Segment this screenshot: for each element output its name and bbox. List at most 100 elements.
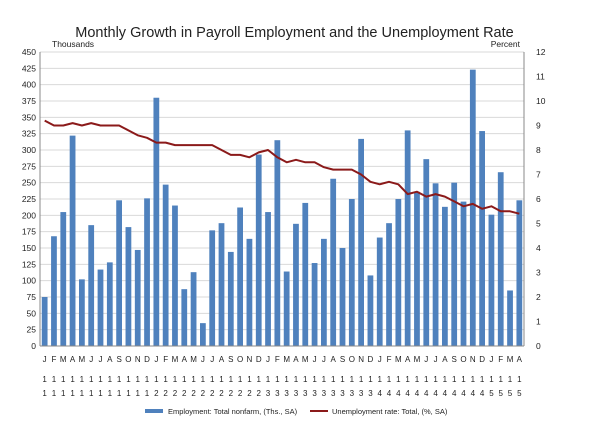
right-tick-label-6: 6: [536, 194, 541, 204]
month-label-15: A: [182, 355, 188, 364]
employment-bar-29: [311, 263, 318, 346]
x-axis-labels: J11F11M11A11M11J11J11A11S11O11N11D11J12F…: [42, 355, 522, 398]
year-digit-1-10: 1: [136, 375, 141, 384]
employment-bar-31: [330, 178, 337, 346]
right-tick-label-5: 5: [536, 219, 541, 229]
employment-bar-41: [423, 159, 430, 346]
employment-bar-0: [41, 297, 48, 346]
year-digit-1-50: 1: [508, 375, 513, 384]
year-digit-1-15: 1: [182, 375, 187, 384]
employment-bar-17: [199, 323, 206, 346]
year-digit-1-13: 1: [163, 375, 168, 384]
month-label-44: S: [452, 355, 457, 364]
right-tick-label-7: 7: [536, 170, 541, 180]
month-label-9: O: [125, 355, 131, 364]
month-label-40: M: [414, 355, 421, 364]
month-label-38: M: [395, 355, 402, 364]
year-digit-1-25: 1: [275, 375, 280, 384]
right-tick-label-9: 9: [536, 121, 541, 131]
month-label-3: A: [70, 355, 76, 364]
year-digit-2-29: 3: [312, 389, 317, 398]
year-digit-1-0: 1: [42, 375, 47, 384]
month-label-21: O: [237, 355, 243, 364]
year-digit-1-30: 1: [322, 375, 327, 384]
year-digit-2-17: 2: [201, 389, 206, 398]
month-label-0: J: [43, 355, 47, 364]
year-digit-2-8: 1: [117, 389, 122, 398]
month-label-39: A: [405, 355, 411, 364]
month-label-14: M: [172, 355, 179, 364]
month-label-31: A: [331, 355, 337, 364]
year-digit-1-31: 1: [331, 375, 336, 384]
month-label-7: A: [107, 355, 113, 364]
year-digit-1-44: 1: [452, 375, 457, 384]
year-digit-1-4: 1: [80, 375, 85, 384]
left-tick-label-18: 450: [22, 47, 36, 57]
employment-bar-21: [237, 207, 244, 346]
year-digit-2-12: 2: [154, 389, 159, 398]
year-digit-1-1: 1: [52, 375, 57, 384]
month-label-43: A: [442, 355, 448, 364]
year-digit-1-26: 1: [284, 375, 289, 384]
year-digit-2-42: 4: [433, 389, 438, 398]
right-axis-unit: Percent: [491, 39, 521, 49]
employment-bar-23: [255, 154, 262, 346]
year-digit-1-24: 1: [266, 375, 271, 384]
year-digit-2-33: 3: [350, 389, 355, 398]
employment-bar-28: [302, 202, 309, 346]
employment-bar-20: [227, 251, 234, 346]
year-digit-1-40: 1: [415, 375, 420, 384]
year-digit-2-20: 2: [229, 389, 234, 398]
employment-bar-1: [51, 236, 57, 346]
employment-bar-45: [460, 201, 467, 346]
year-digit-2-26: 3: [284, 389, 289, 398]
employment-bar-37: [386, 223, 392, 346]
employment-bar-7: [106, 262, 113, 346]
month-label-45: O: [460, 355, 466, 364]
year-digit-1-43: 1: [443, 375, 448, 384]
year-digit-1-7: 1: [108, 375, 113, 384]
employment-bar-50: [507, 290, 513, 346]
year-digit-1-37: 1: [387, 375, 392, 384]
month-label-12: J: [154, 355, 158, 364]
left-tick-label-9: 225: [22, 194, 36, 204]
month-label-22: N: [247, 355, 253, 364]
left-tick-label-16: 400: [22, 80, 36, 90]
employment-bar-39: [404, 130, 411, 346]
employment-bar-9: [125, 227, 132, 346]
year-digit-1-48: 1: [489, 375, 494, 384]
year-digit-2-34: 3: [359, 389, 364, 398]
unemployment-rate-line: [44, 119, 520, 215]
year-digit-1-45: 1: [461, 375, 466, 384]
month-label-13: F: [163, 355, 168, 364]
left-tick-label-8: 200: [22, 210, 36, 220]
right-tick-label-12: 12: [536, 47, 546, 57]
year-digit-1-33: 1: [350, 375, 355, 384]
employment-bar-22: [246, 238, 253, 346]
left-tick-label-15: 375: [22, 96, 36, 106]
year-digit-1-28: 1: [303, 375, 308, 384]
year-digit-2-22: 2: [247, 389, 252, 398]
year-digit-2-10: 1: [136, 389, 141, 398]
employment-bar-30: [320, 238, 327, 346]
year-digit-2-50: 5: [508, 389, 513, 398]
month-label-50: M: [507, 355, 514, 364]
employment-bar-27: [293, 223, 299, 346]
year-digit-1-47: 1: [480, 375, 485, 384]
month-label-23: D: [256, 355, 262, 364]
employment-bar-12: [153, 97, 160, 346]
month-label-25: F: [275, 355, 280, 364]
legend-unemployment-label: Unemployment rate: Total, (%, SA): [332, 407, 448, 416]
year-digit-1-19: 1: [219, 375, 224, 384]
month-label-34: N: [358, 355, 364, 364]
year-digit-1-5: 1: [89, 375, 94, 384]
employment-bar-15: [181, 289, 188, 346]
month-label-33: O: [349, 355, 355, 364]
month-label-24: J: [266, 355, 270, 364]
year-digit-2-3: 1: [70, 389, 75, 398]
year-digit-2-24: 3: [266, 389, 271, 398]
unemployment-line-group: [44, 119, 520, 215]
employment-bar-6: [97, 269, 104, 346]
employment-bar-44: [451, 182, 458, 346]
